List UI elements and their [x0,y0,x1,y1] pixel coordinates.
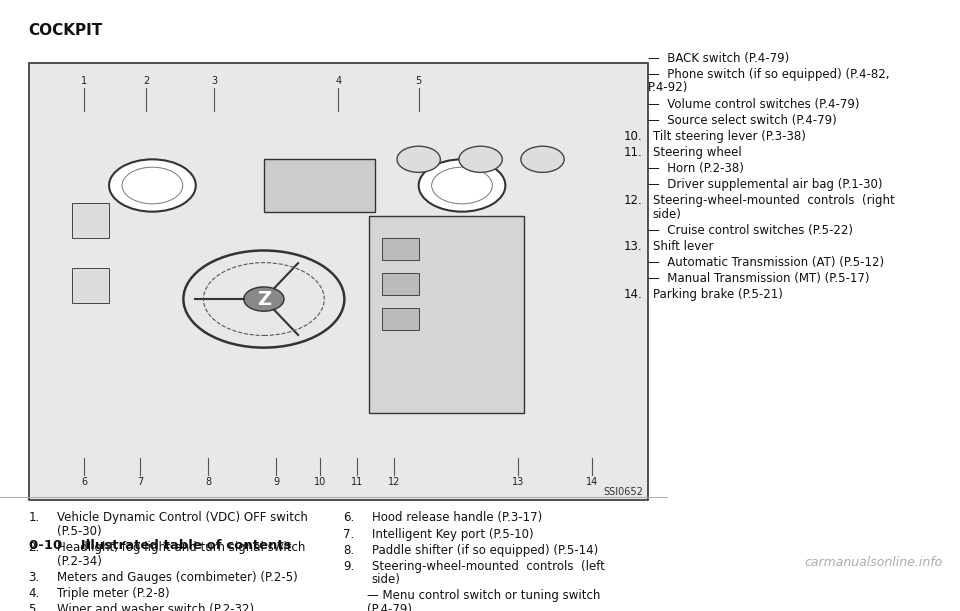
Text: 14: 14 [586,477,598,487]
Text: Paddle shifter (if so equipped) (P.5-14): Paddle shifter (if so equipped) (P.5-14) [372,544,598,557]
Text: 7: 7 [137,477,143,487]
Text: 4: 4 [335,76,341,86]
Circle shape [397,146,441,172]
Text: 14.: 14. [624,288,642,301]
Bar [264,159,375,211]
Text: Wiper and washer switch (P.2-32): Wiper and washer switch (P.2-32) [58,603,254,611]
Text: 13: 13 [512,477,524,487]
Text: 1: 1 [82,76,87,86]
Bar [72,268,109,304]
Bar [29,63,648,500]
Text: Steering wheel: Steering wheel [653,146,741,159]
Text: 3: 3 [211,76,217,86]
Bar [370,216,524,412]
Text: 5.: 5. [29,603,39,611]
Text: —  Horn (P.2-38): — Horn (P.2-38) [648,162,744,175]
Text: 11.: 11. [624,146,642,159]
Text: 10: 10 [314,477,325,487]
Text: Z: Z [257,290,271,309]
Text: 12: 12 [388,477,400,487]
Text: —  Automatic Transmission (AT) (P.5-12): — Automatic Transmission (AT) (P.5-12) [648,256,884,269]
Text: 8: 8 [205,477,211,487]
Text: —  Volume control switches (P.4-79): — Volume control switches (P.4-79) [648,98,859,111]
Text: COCKPIT: COCKPIT [29,23,103,38]
Text: Triple meter (P.2-8): Triple meter (P.2-8) [58,587,170,600]
Text: Meters and Gauges (combimeter) (P.2-5): Meters and Gauges (combimeter) (P.2-5) [58,571,298,584]
Text: (P.4-79): (P.4-79) [367,603,412,611]
Text: 13.: 13. [624,240,642,253]
Text: 9: 9 [274,477,279,487]
Text: Steering-wheel-mounted  controls  (left: Steering-wheel-mounted controls (left [372,560,605,573]
Text: 8.: 8. [343,544,354,557]
Text: (P.5-30): (P.5-30) [58,525,102,538]
Text: — Menu control switch or tuning switch: — Menu control switch or tuning switch [367,590,600,602]
Text: 11: 11 [350,477,363,487]
Text: —  Manual Transmission (MT) (P.5-17): — Manual Transmission (MT) (P.5-17) [648,272,869,285]
Bar [381,308,419,329]
Text: side): side) [653,208,682,221]
Text: Hood release handle (P.3-17): Hood release handle (P.3-17) [372,511,541,524]
Text: 5: 5 [416,76,421,86]
Text: 6: 6 [82,477,87,487]
Text: 7.: 7. [343,527,354,541]
Text: Shift lever: Shift lever [653,240,713,253]
Text: —  Driver supplemental air bag (P.1-30): — Driver supplemental air bag (P.1-30) [648,178,882,191]
Text: Vehicle Dynamic Control (VDC) OFF switch: Vehicle Dynamic Control (VDC) OFF switch [58,511,308,524]
Text: —  Cruise control switches (P.5-22): — Cruise control switches (P.5-22) [648,224,852,237]
Circle shape [419,159,505,211]
Text: 9.: 9. [343,560,354,573]
Circle shape [459,146,502,172]
Text: Tilt steering lever (P.3-38): Tilt steering lever (P.3-38) [653,130,805,143]
Text: carmanualsonline.info: carmanualsonline.info [804,556,943,569]
Text: 2: 2 [143,76,150,86]
Text: 1.: 1. [29,511,39,524]
Bar [381,273,419,295]
Text: —  Phone switch (if so equipped) (P.4-82,: — Phone switch (if so equipped) (P.4-82, [648,68,889,81]
Text: 12.: 12. [624,194,642,207]
Text: 10.: 10. [624,130,642,143]
Text: —  Source select switch (P.4-79): — Source select switch (P.4-79) [648,114,836,126]
Circle shape [244,287,284,311]
Text: 4.: 4. [29,587,39,600]
Text: Intelligent Key port (P.5-10): Intelligent Key port (P.5-10) [372,527,533,541]
Text: side): side) [372,573,400,587]
Text: 3.: 3. [29,571,39,584]
Text: P.4-92): P.4-92) [648,81,688,95]
Circle shape [109,159,196,211]
Text: —  BACK switch (P.4-79): — BACK switch (P.4-79) [648,52,789,65]
Text: (P.2-34): (P.2-34) [58,555,102,568]
Text: Steering-wheel-mounted  controls  (right: Steering-wheel-mounted controls (right [653,194,895,207]
Circle shape [521,146,564,172]
Text: 0-10    Illustrated table of contents: 0-10 Illustrated table of contents [29,539,291,552]
Bar [381,238,419,260]
Bar [72,203,109,238]
Text: Headlight, fog light and turn signal switch: Headlight, fog light and turn signal swi… [58,541,305,554]
Text: 6.: 6. [343,511,354,524]
Text: 2.: 2. [29,541,39,554]
Text: SSI0652: SSI0652 [603,487,643,497]
Text: Parking brake (P.5-21): Parking brake (P.5-21) [653,288,782,301]
